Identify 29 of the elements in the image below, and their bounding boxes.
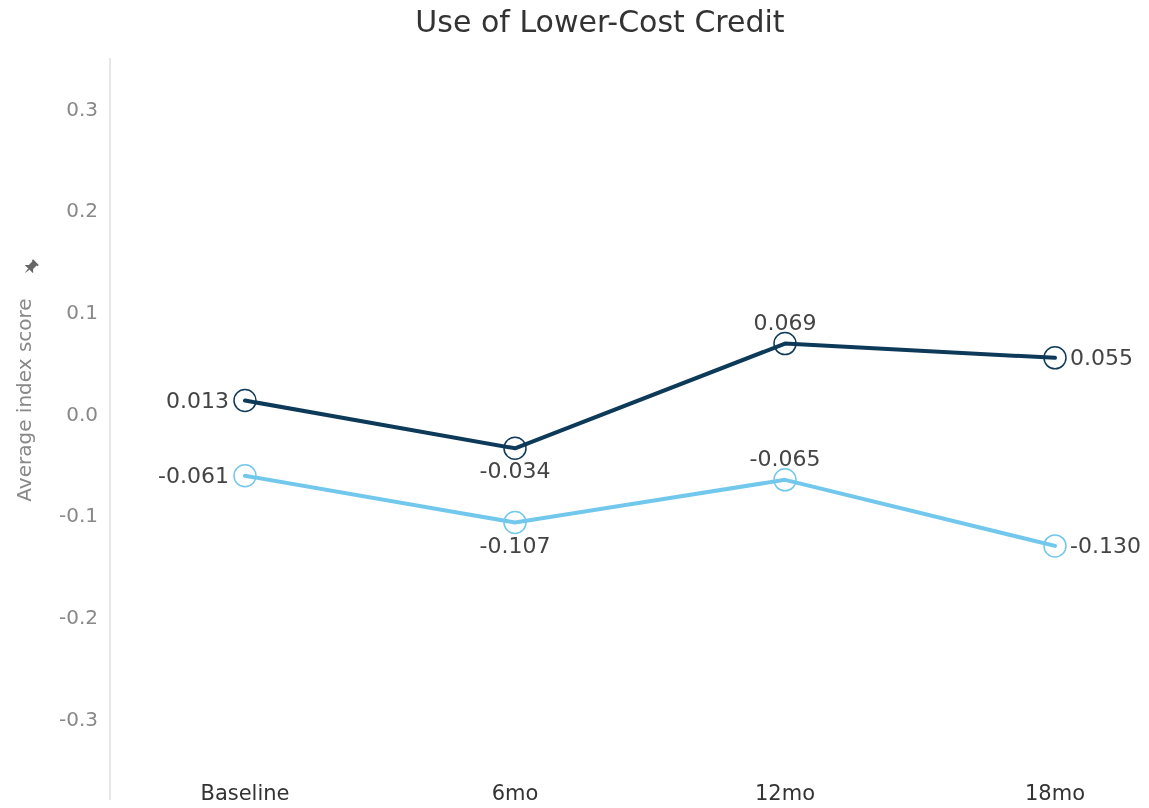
point — [503, 510, 527, 535]
y-tick-label: 0.1 — [66, 300, 98, 325]
point — [503, 436, 527, 461]
data-label: -0.130 — [1070, 532, 1141, 558]
chart-title: Use of Lower-Cost Credit — [415, 4, 785, 39]
y-tick-label: -0.1 — [58, 503, 98, 528]
data-label: -0.061 — [158, 462, 229, 488]
data-label: -0.034 — [479, 458, 551, 484]
data-label: -0.065 — [749, 445, 821, 471]
y-axis-title: Average index score — [12, 298, 36, 502]
point — [773, 331, 797, 356]
point — [233, 464, 257, 488]
point — [1043, 534, 1067, 558]
point — [1043, 346, 1067, 370]
point — [773, 468, 797, 492]
data-label: 0.013 — [166, 387, 229, 413]
x-tick-label: Baseline — [200, 781, 290, 805]
data-label: 0.069 — [753, 309, 817, 335]
x-tick-label: 12mo — [754, 781, 816, 805]
point — [233, 388, 257, 413]
y-tick-label: -0.3 — [58, 706, 98, 731]
data-label: -0.107 — [479, 532, 551, 558]
data-label: 0.055 — [1070, 344, 1133, 370]
y-tick-label: 0.2 — [66, 198, 98, 223]
y-tick-label: 0.3 — [66, 96, 98, 121]
x-tick-label: 18mo — [1024, 781, 1086, 805]
x-tick-label: 6mo — [491, 781, 539, 805]
y-tick-label: 0.0 — [66, 401, 98, 426]
y-tick-label: -0.2 — [58, 605, 98, 630]
